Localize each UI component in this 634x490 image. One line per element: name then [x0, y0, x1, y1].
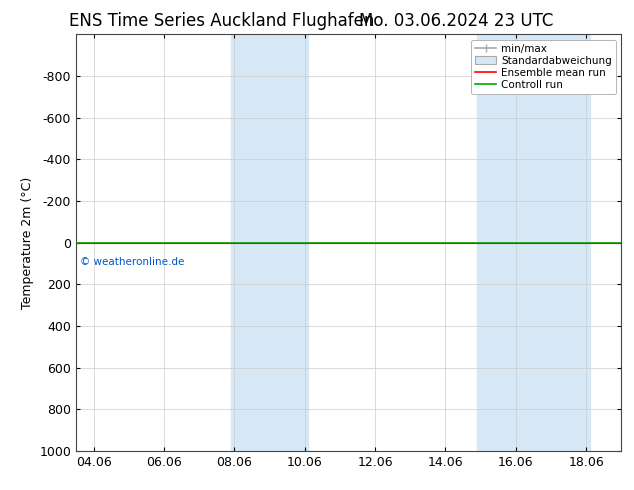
Text: ENS Time Series Auckland Flughafen: ENS Time Series Auckland Flughafen	[69, 12, 375, 30]
Legend: min/max, Standardabweichung, Ensemble mean run, Controll run: min/max, Standardabweichung, Ensemble me…	[471, 40, 616, 94]
Text: © weatheronline.de: © weatheronline.de	[80, 257, 184, 267]
Y-axis label: Temperature 2m (°C): Temperature 2m (°C)	[21, 176, 34, 309]
Bar	[273, 34, 308, 451]
Bar	[231, 34, 273, 451]
Text: Mo. 03.06.2024 23 UTC: Mo. 03.06.2024 23 UTC	[359, 12, 553, 30]
Bar	[477, 34, 519, 451]
Bar	[519, 34, 590, 451]
